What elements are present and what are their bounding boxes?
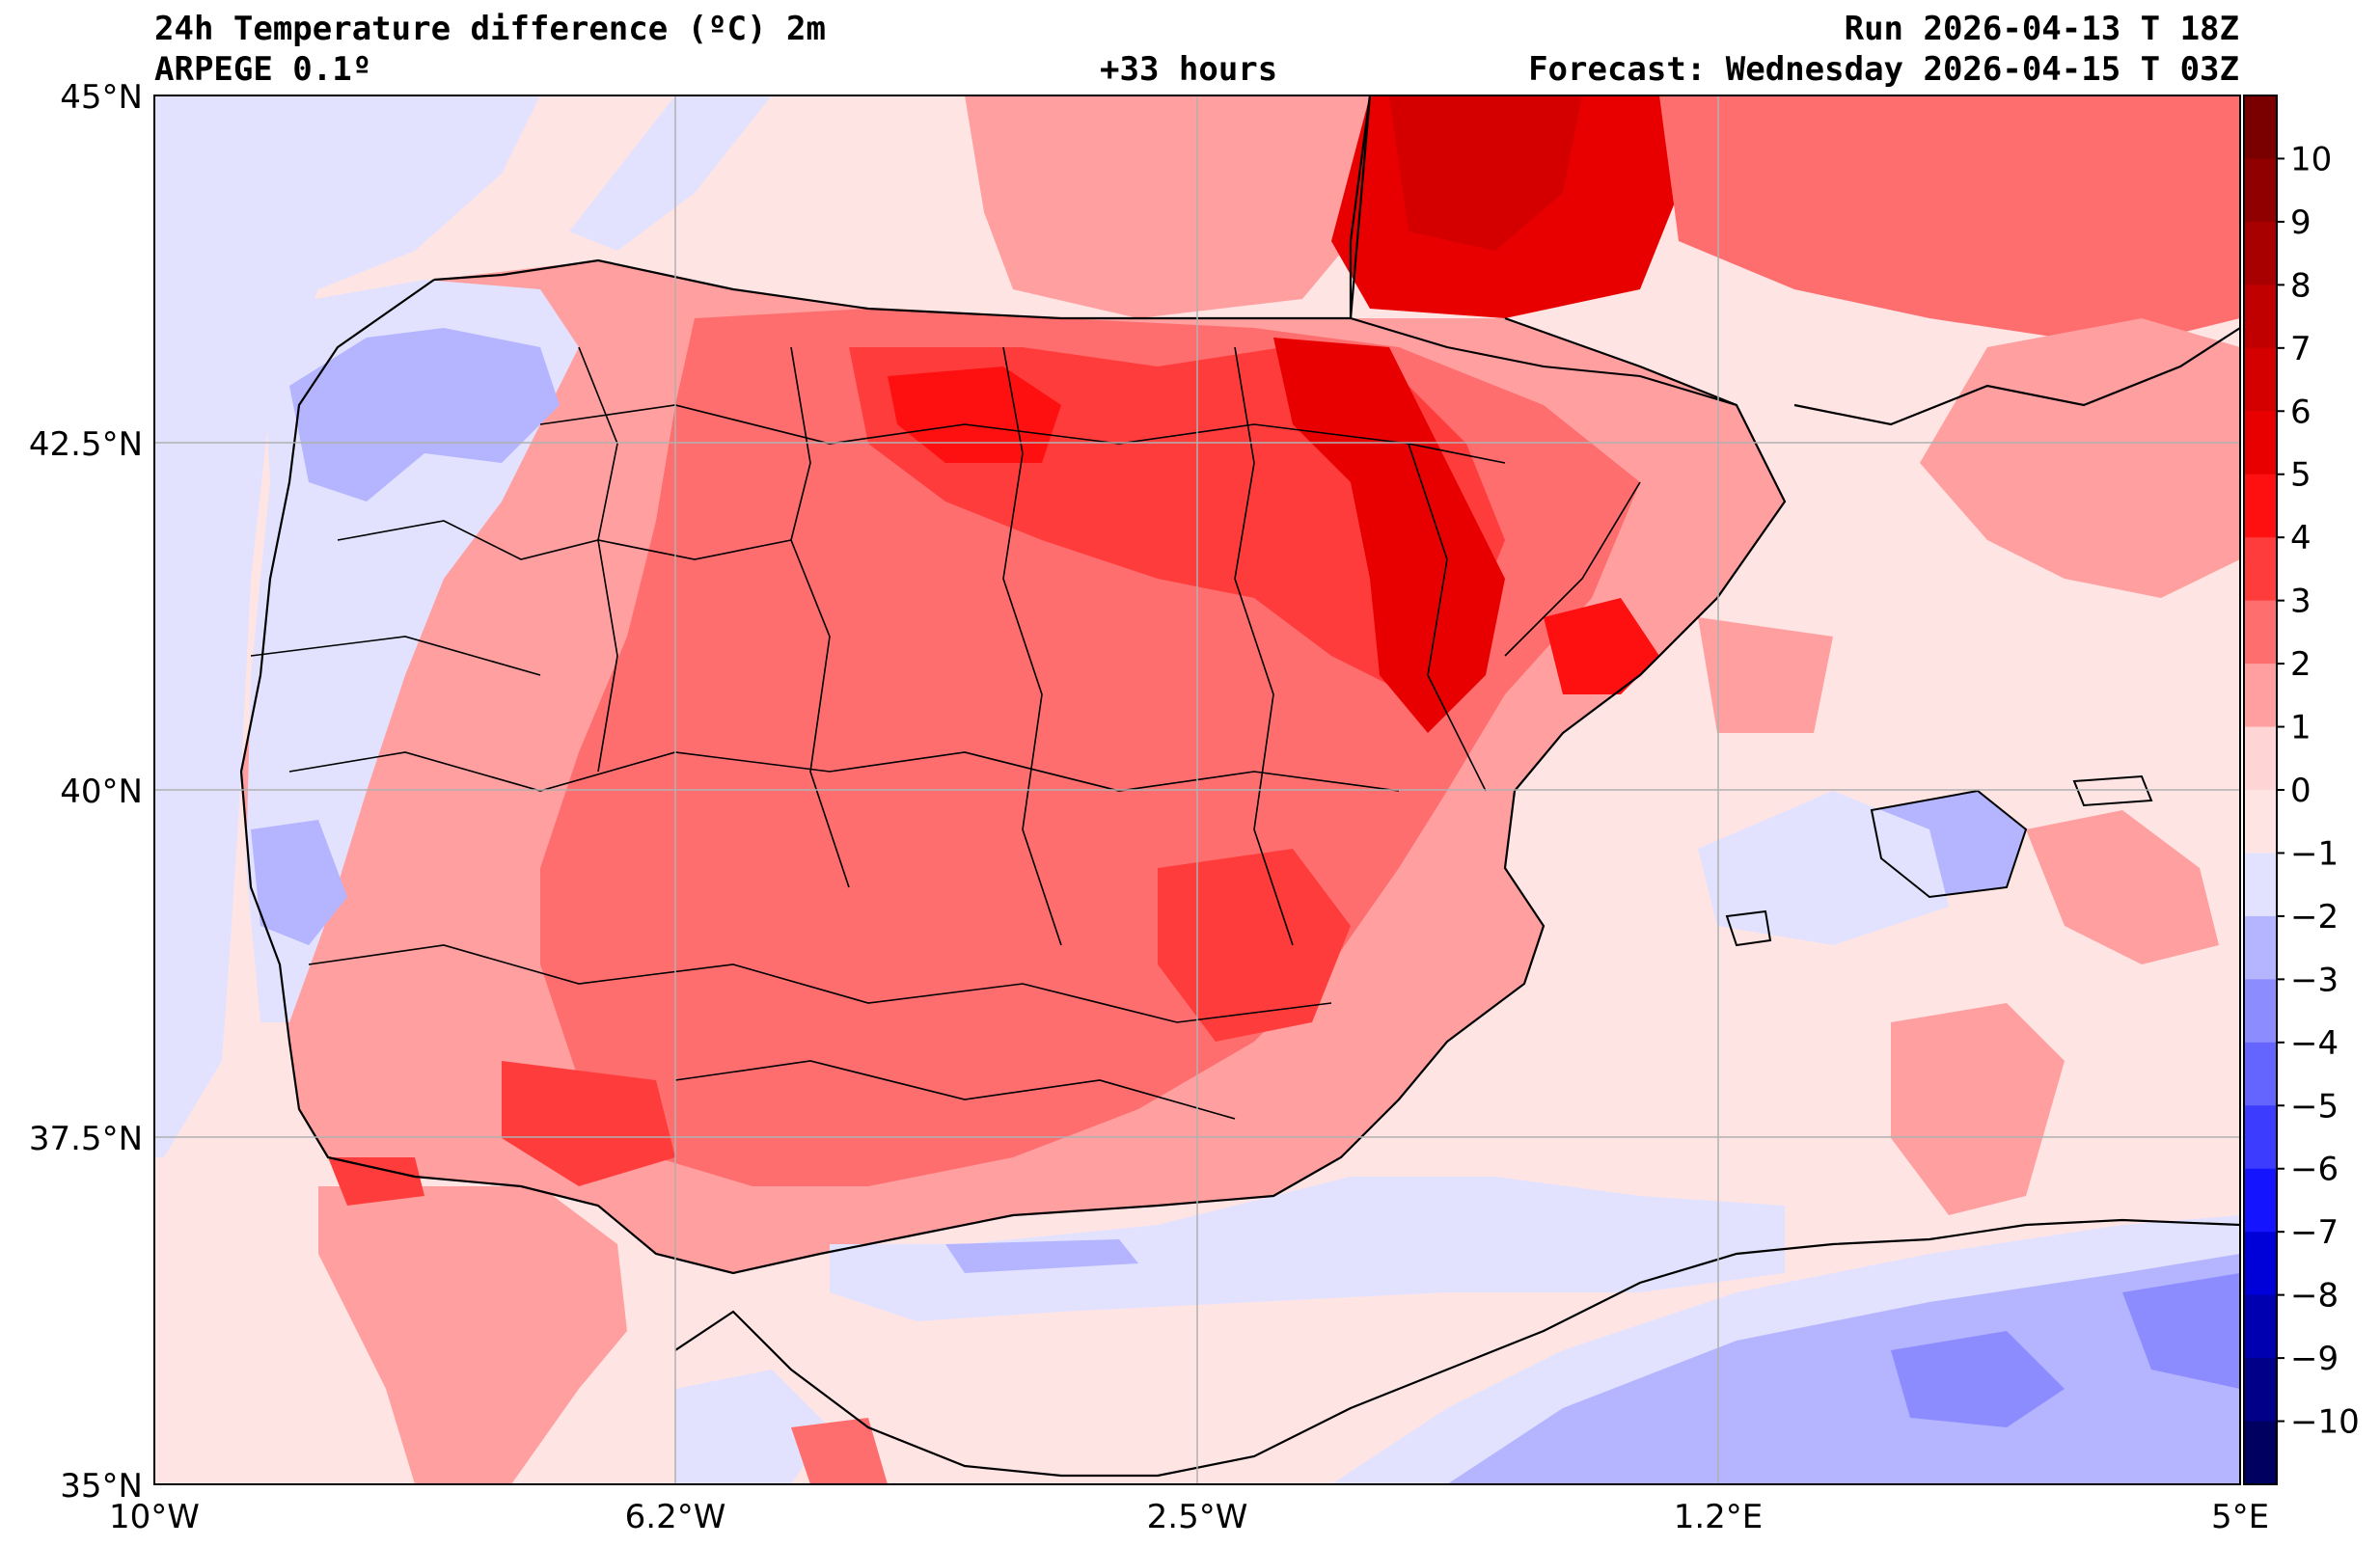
colorbar-segment (2244, 158, 2277, 223)
colorbar-segment (2244, 411, 2277, 475)
model-label: ARPEGE 0.1º (154, 50, 372, 89)
alboran-cool-band (830, 1177, 1785, 1321)
colorbar-segment (2244, 600, 2277, 665)
north-africa-cold-core (1891, 1331, 2065, 1427)
menorca-coastline (2072, 774, 2153, 807)
colorbar-segment (2244, 1105, 2277, 1170)
lead-time-label: +33 hours (1100, 50, 1278, 89)
map-frame (153, 95, 2241, 1485)
colorbar-tick-label: −5 (2290, 1087, 2339, 1126)
cadiz-warm-plume (318, 1186, 627, 1484)
biscay-warm-area (965, 95, 1380, 318)
colorbar-tick-label: −8 (2290, 1277, 2339, 1316)
forecast-label: Forecast: Wednesday 2026-04-15 T 03Z (1528, 50, 2239, 89)
x-tick-label: 1.2°E (1674, 1498, 1764, 1536)
colorbar-segment (2244, 915, 2277, 980)
ebro-hot-core (1273, 338, 1505, 733)
colorbar-segment (2244, 790, 2277, 854)
iberia-coastline (239, 95, 1787, 1275)
rif-cool-patch (675, 1370, 830, 1484)
colorbar-tick-label: 3 (2290, 583, 2312, 621)
y-tick-label: 37.5°N (29, 1120, 143, 1158)
colorbar-tick-label: 0 (2290, 772, 2312, 810)
la-mancha-warm-patch (1158, 849, 1351, 1042)
colorbar-tick-label: 2 (2290, 645, 2312, 684)
province-borders (250, 346, 1641, 1120)
colorbar-segment (2244, 1421, 2277, 1485)
colorbar-tick-label: 6 (2290, 393, 2312, 431)
ibiza-coastline (1725, 909, 1772, 947)
colorbar-tick-label: 9 (2290, 204, 2312, 242)
portugal-cold-patch (251, 820, 347, 945)
colorbar-tick-label: 5 (2290, 456, 2312, 495)
y-tick-label: 35°N (60, 1467, 143, 1506)
pyrenees-border (1350, 317, 1737, 406)
colorbar-tick-label: −4 (2290, 1024, 2339, 1063)
colorbar-segment (2244, 474, 2277, 538)
colorbar-tick-label: −7 (2290, 1213, 2339, 1252)
colorbar-segment (2244, 1168, 2277, 1233)
y-tick-label: 45°N (60, 78, 143, 117)
colorbar-tick-label: −10 (2290, 1403, 2360, 1442)
colorbar-segment (2244, 347, 2277, 412)
atlantic-cool-streak (569, 95, 772, 251)
med-warm-streak-balearic (2026, 810, 2219, 964)
colorbar-tick-label: 1 (2290, 709, 2312, 747)
colorbar-tick-label: −6 (2290, 1151, 2339, 1189)
southwest-warm-patch (502, 1061, 675, 1186)
map-field (154, 95, 2240, 1484)
balearic-cool-halo (1698, 791, 1949, 945)
x-tick-label: 6.2°W (625, 1498, 726, 1536)
colorbar-segment (2244, 537, 2277, 602)
colorbar-tick-label: 4 (2290, 519, 2312, 557)
colorbar-segment (2244, 285, 2277, 349)
colorbar-tick-label: −2 (2290, 898, 2339, 936)
colorbar-segment (2244, 726, 2277, 791)
colorbar-segment (2244, 95, 2277, 159)
alboran-cold-patch (945, 1239, 1138, 1273)
y-tick-label: 40°N (60, 773, 143, 811)
rif-warm-patch (791, 1418, 888, 1484)
colorbar-tick-label: −9 (2290, 1340, 2339, 1378)
colorbar-segment (2244, 1294, 2277, 1359)
x-tick-label: 5°E (2211, 1498, 2269, 1536)
france-coastline (1349, 95, 2240, 426)
colorbar-tick-label: 8 (2290, 266, 2312, 305)
france-very-hot-core (1389, 95, 1582, 251)
colorbar-segment (2244, 1232, 2277, 1296)
map-title: 24h Temperature difference (ºC) 2m (154, 10, 826, 48)
colorbar-tick-label: −1 (2290, 834, 2339, 873)
med-warm-streak-east-balearic (1698, 617, 1833, 733)
colorbar-segment (2244, 221, 2277, 285)
atlantic-cool-zone (154, 95, 540, 1157)
colorbar-tick-label: −3 (2290, 961, 2339, 999)
north-africa-colder-zone (1447, 1254, 2240, 1484)
colorbar-segment (2244, 979, 2277, 1044)
colorbar-tick-label: 10 (2290, 140, 2332, 178)
colorbar-segment (2244, 664, 2277, 728)
colorbar-segment (2244, 853, 2277, 917)
france-east-warm (1659, 95, 2240, 347)
colorbar-tick-label: 7 (2290, 330, 2312, 368)
x-tick-label: 10°W (109, 1498, 200, 1536)
y-axis-ticks: 45°N 42.5°N 40°N 37.5°N 35°N (29, 78, 143, 1506)
north-africa-coastline (674, 1218, 2240, 1478)
mallorca-coastline (1870, 789, 2028, 899)
x-tick-label: 2.5°W (1147, 1498, 1248, 1536)
med-warm-streak-south (1891, 1003, 2065, 1215)
run-label: Run 2026-04-13 T 18Z (1844, 10, 2239, 48)
x-axis-ticks: 10°W 6.2°W 2.5°W 1.2°E 5°E (109, 1498, 2269, 1536)
atlas-cold-patch (2122, 1273, 2240, 1389)
y-tick-label: 42.5°N (29, 425, 143, 464)
graticule (154, 95, 2240, 1484)
colorbar-segment (2244, 1042, 2277, 1106)
colorbar-segment (2244, 1358, 2277, 1423)
burgos-hot-patch (888, 366, 1061, 463)
galicia-colder-patch (289, 328, 560, 502)
algarve-warm-patch (328, 1157, 424, 1206)
valencia-hot-patch (1544, 598, 1659, 694)
